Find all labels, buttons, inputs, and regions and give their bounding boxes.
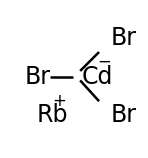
- Text: +: +: [52, 92, 66, 110]
- Text: Br: Br: [24, 65, 50, 89]
- Text: Br: Br: [110, 103, 136, 127]
- Text: −: −: [98, 53, 112, 71]
- Text: Cd: Cd: [82, 65, 113, 89]
- Text: Br: Br: [110, 26, 136, 50]
- Text: Rb: Rb: [36, 103, 68, 127]
